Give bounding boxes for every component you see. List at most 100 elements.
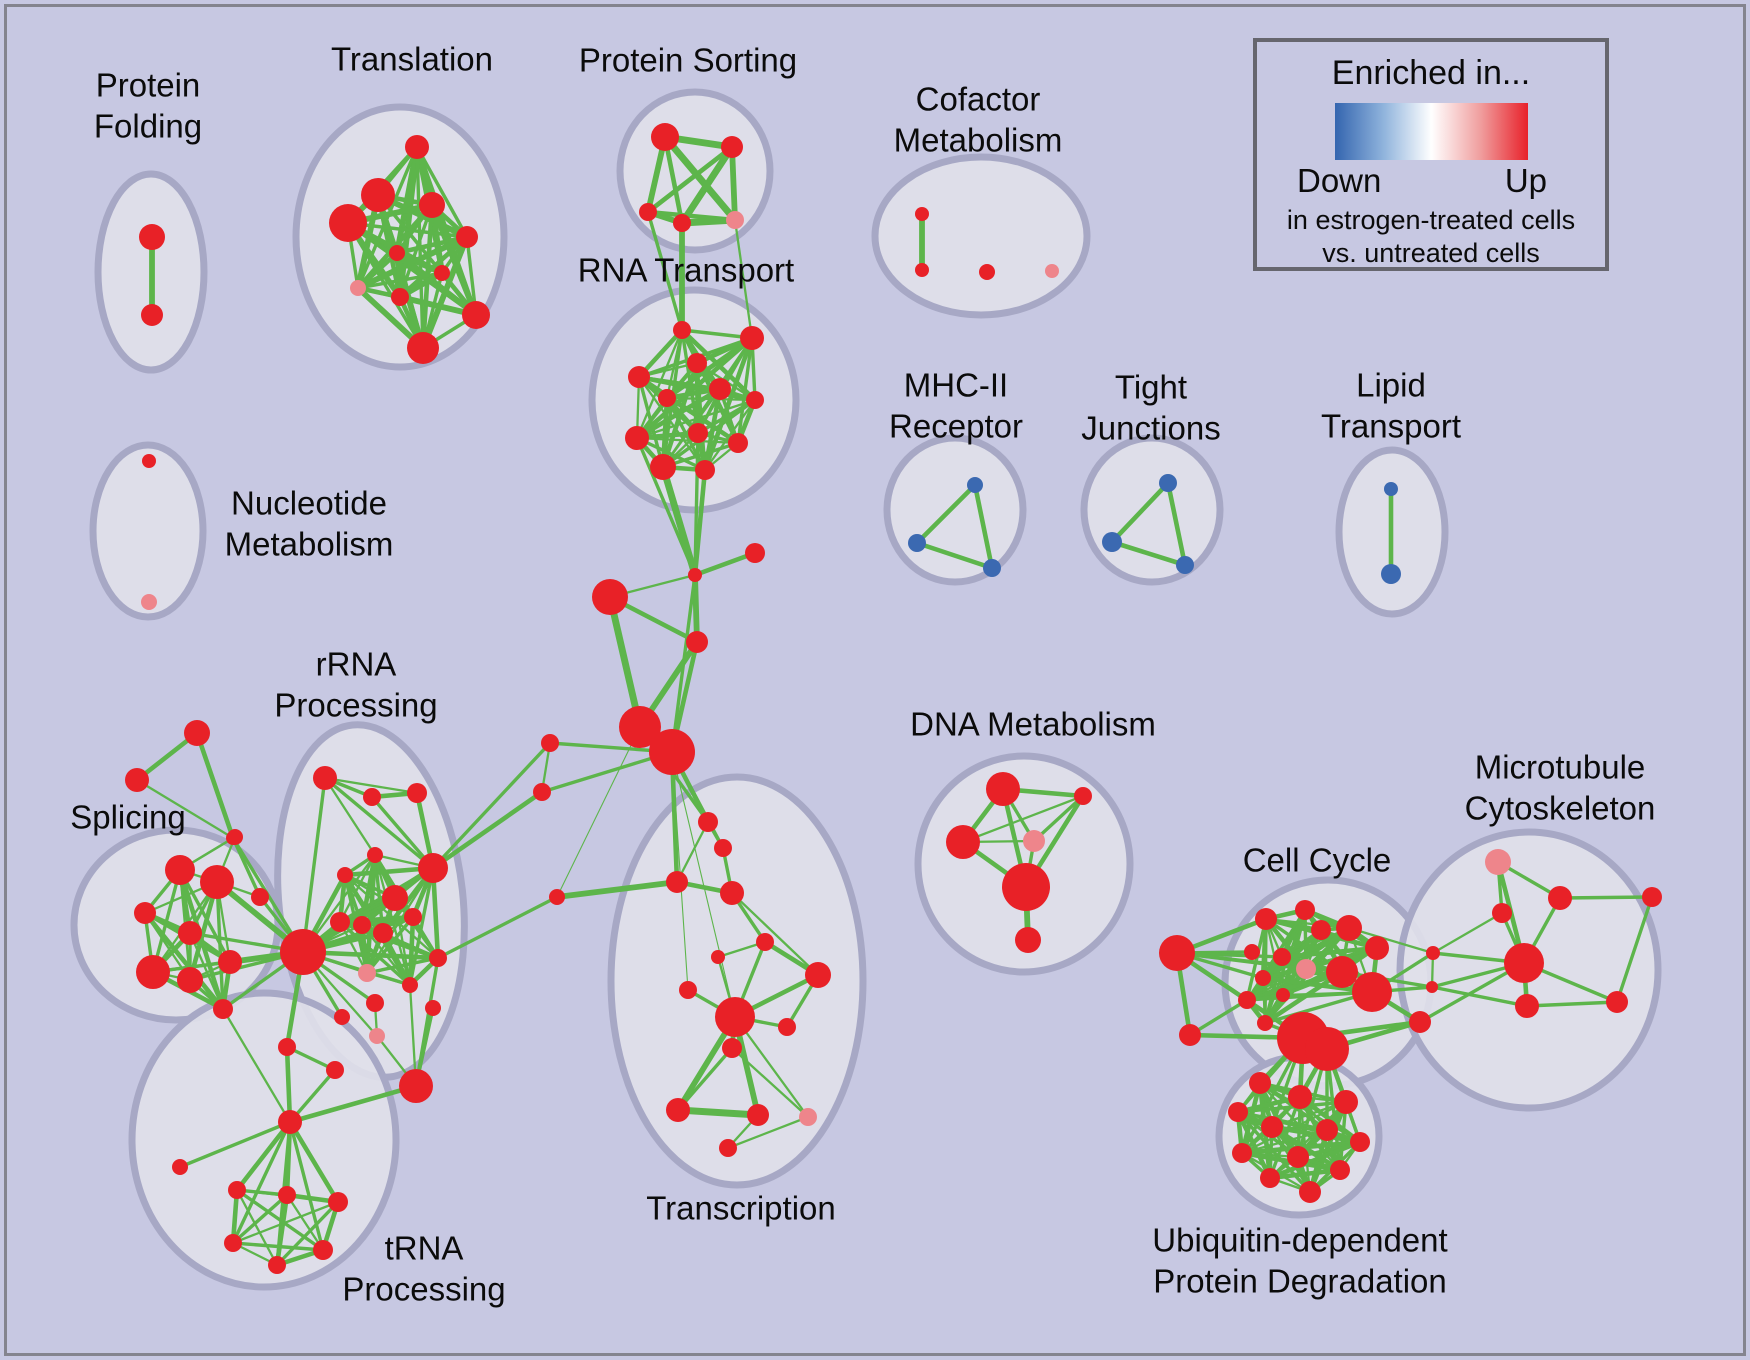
- network-node[interactable]: [673, 321, 691, 339]
- network-node[interactable]: [687, 353, 707, 373]
- network-node[interactable]: [456, 226, 478, 248]
- network-node[interactable]: [1642, 887, 1662, 907]
- network-node[interactable]: [278, 1038, 296, 1056]
- network-node[interactable]: [1228, 1102, 1248, 1122]
- network-node[interactable]: [1273, 948, 1291, 966]
- network-node[interactable]: [363, 788, 381, 806]
- network-node[interactable]: [353, 916, 371, 934]
- network-node[interactable]: [720, 881, 744, 905]
- network-node[interactable]: [134, 902, 156, 924]
- network-node[interactable]: [462, 301, 490, 329]
- network-node[interactable]: [1260, 1168, 1280, 1188]
- network-node[interactable]: [330, 912, 350, 932]
- network-node[interactable]: [1311, 920, 1331, 940]
- network-node[interactable]: [141, 304, 163, 326]
- network-node[interactable]: [1515, 994, 1539, 1018]
- network-node[interactable]: [908, 534, 926, 552]
- network-node[interactable]: [1350, 1132, 1370, 1152]
- network-node[interactable]: [407, 783, 427, 803]
- network-node[interactable]: [698, 812, 718, 832]
- network-node[interactable]: [719, 1139, 737, 1157]
- network-node[interactable]: [1409, 1011, 1431, 1033]
- network-node[interactable]: [429, 949, 447, 967]
- network-node[interactable]: [1255, 970, 1271, 986]
- network-node[interactable]: [405, 135, 429, 159]
- network-node[interactable]: [178, 921, 202, 945]
- network-node[interactable]: [419, 192, 445, 218]
- network-node[interactable]: [278, 1186, 296, 1204]
- network-node[interactable]: [334, 1009, 350, 1025]
- network-node[interactable]: [799, 1108, 817, 1126]
- network-node[interactable]: [278, 1110, 302, 1134]
- network-node[interactable]: [1296, 959, 1316, 979]
- network-node[interactable]: [728, 433, 748, 453]
- network-node[interactable]: [805, 962, 831, 988]
- network-node[interactable]: [177, 967, 203, 993]
- network-node[interactable]: [228, 1181, 246, 1199]
- network-node[interactable]: [268, 1256, 286, 1274]
- network-node[interactable]: [1295, 900, 1315, 920]
- network-node[interactable]: [721, 136, 743, 158]
- network-node[interactable]: [389, 245, 405, 261]
- network-node[interactable]: [1102, 532, 1122, 552]
- network-node[interactable]: [280, 929, 326, 975]
- network-node[interactable]: [1238, 991, 1256, 1009]
- network-node[interactable]: [326, 1061, 344, 1079]
- network-node[interactable]: [679, 981, 697, 999]
- network-node[interactable]: [1074, 787, 1092, 805]
- network-node[interactable]: [142, 454, 156, 468]
- network-node[interactable]: [688, 568, 702, 582]
- network-node[interactable]: [1352, 972, 1392, 1012]
- network-node[interactable]: [367, 847, 383, 863]
- network-node[interactable]: [619, 706, 661, 748]
- network-node[interactable]: [778, 1018, 796, 1036]
- network-node[interactable]: [184, 720, 210, 746]
- network-node[interactable]: [1330, 1160, 1350, 1180]
- network-node[interactable]: [709, 378, 731, 400]
- network-node[interactable]: [350, 280, 366, 296]
- network-node[interactable]: [251, 888, 269, 906]
- network-node[interactable]: [650, 454, 676, 480]
- network-node[interactable]: [1255, 908, 1277, 930]
- network-node[interactable]: [361, 178, 395, 212]
- network-node[interactable]: [1287, 1146, 1309, 1168]
- network-node[interactable]: [1316, 1119, 1338, 1141]
- network-node[interactable]: [213, 999, 233, 1019]
- network-node[interactable]: [1299, 1181, 1321, 1203]
- network-node[interactable]: [404, 908, 422, 926]
- network-node[interactable]: [200, 865, 234, 899]
- network-node[interactable]: [726, 211, 744, 229]
- network-node[interactable]: [740, 326, 764, 350]
- network-node[interactable]: [979, 264, 995, 280]
- network-node[interactable]: [1381, 564, 1401, 584]
- network-node[interactable]: [715, 997, 755, 1037]
- network-node[interactable]: [165, 855, 195, 885]
- network-node[interactable]: [1023, 830, 1045, 852]
- network-node[interactable]: [391, 288, 409, 306]
- network-node[interactable]: [1548, 886, 1572, 910]
- network-node[interactable]: [1485, 849, 1511, 875]
- network-node[interactable]: [533, 783, 551, 801]
- network-node[interactable]: [915, 263, 929, 277]
- network-node[interactable]: [227, 829, 243, 845]
- network-node[interactable]: [541, 734, 559, 752]
- network-node[interactable]: [666, 1098, 690, 1122]
- network-node[interactable]: [434, 265, 450, 281]
- network-node[interactable]: [1179, 1024, 1201, 1046]
- network-node[interactable]: [1015, 927, 1041, 953]
- network-node[interactable]: [673, 214, 691, 232]
- network-node[interactable]: [756, 933, 774, 951]
- network-node[interactable]: [369, 1028, 385, 1044]
- network-node[interactable]: [313, 766, 337, 790]
- network-node[interactable]: [224, 1234, 242, 1252]
- network-node[interactable]: [651, 123, 679, 151]
- network-node[interactable]: [337, 867, 353, 883]
- network-node[interactable]: [136, 955, 170, 989]
- network-node[interactable]: [382, 885, 408, 911]
- network-node[interactable]: [1288, 1085, 1312, 1109]
- network-node[interactable]: [1334, 1090, 1358, 1114]
- network-node[interactable]: [358, 964, 376, 982]
- network-node[interactable]: [418, 853, 448, 883]
- network-node[interactable]: [1305, 1027, 1349, 1071]
- network-node[interactable]: [946, 825, 980, 859]
